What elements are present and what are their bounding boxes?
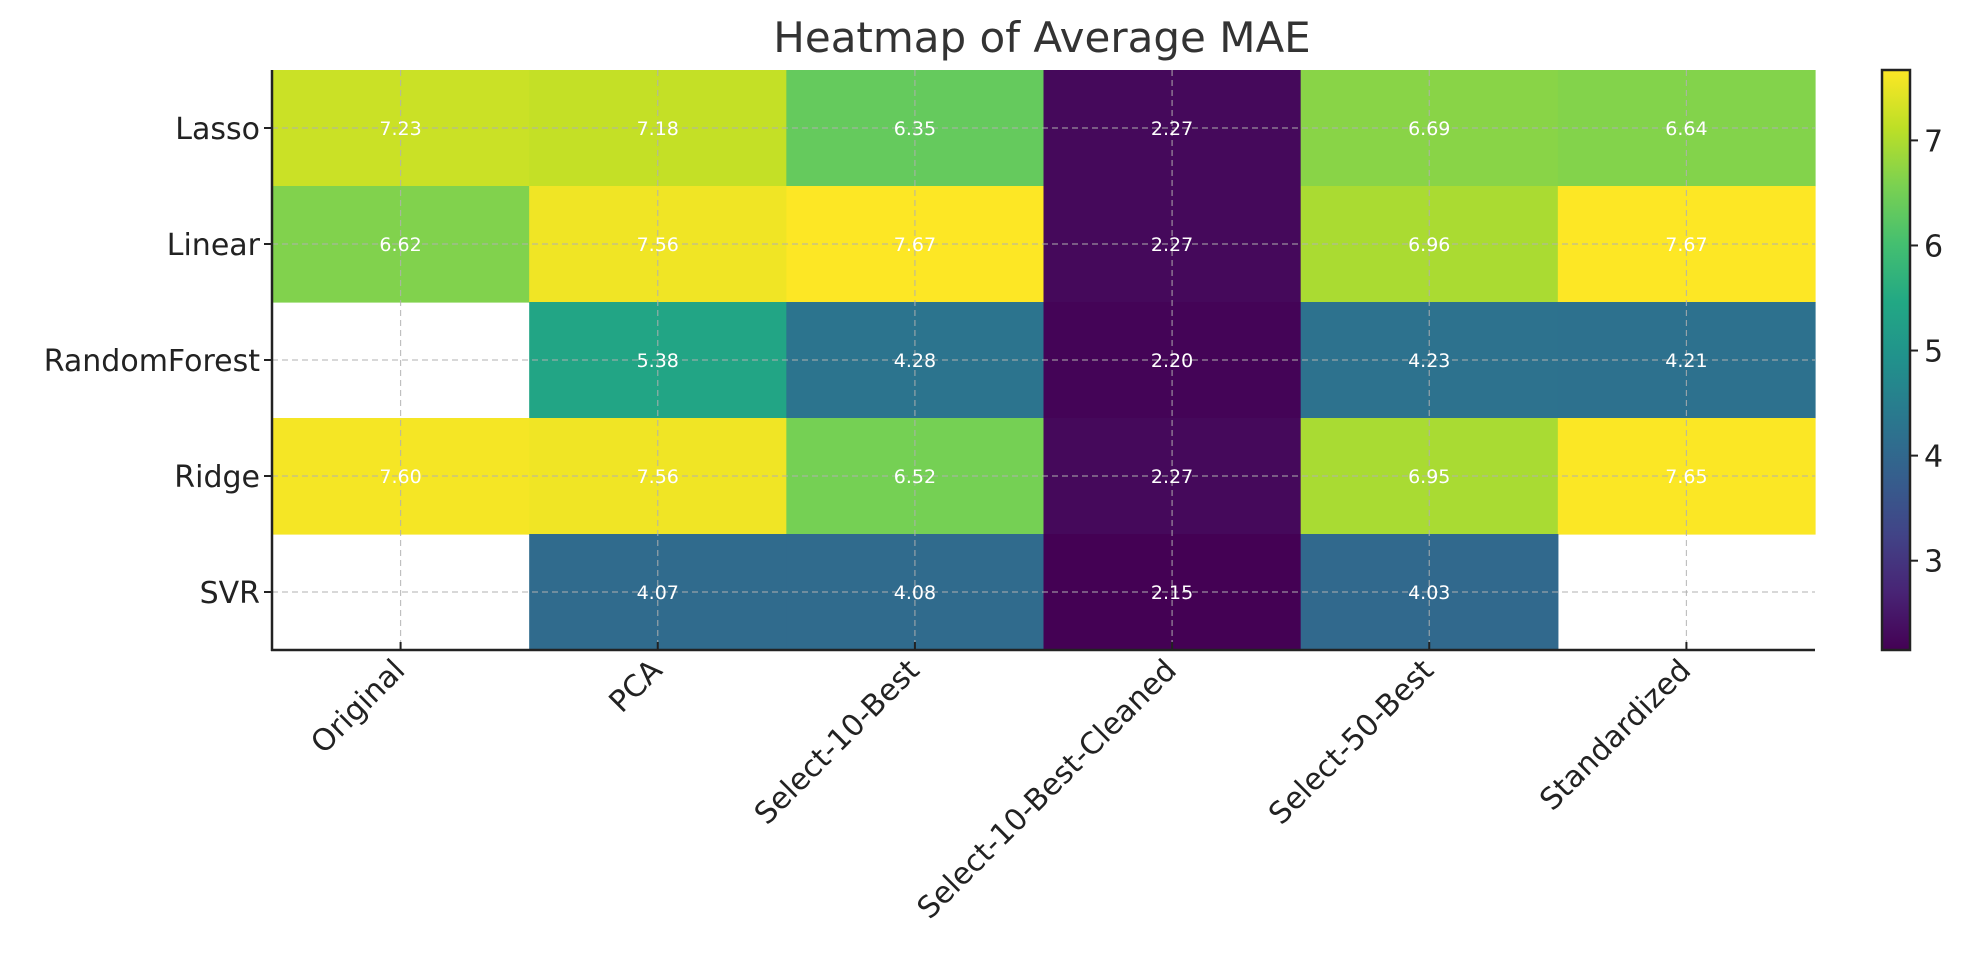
cell-value-label: 5.38 bbox=[637, 350, 679, 372]
x-tick-label: PCA bbox=[603, 653, 670, 720]
cell-value-label: 7.65 bbox=[1665, 466, 1707, 488]
cell-value-label: 4.07 bbox=[637, 582, 679, 604]
colorbar-tick-label: 3 bbox=[1924, 545, 1943, 580]
x-tick-label: Select-10-Best-Cleaned bbox=[911, 653, 1184, 926]
grid-lines bbox=[272, 70, 1815, 650]
cell-value-label: 4.28 bbox=[894, 350, 936, 372]
cell-value-label: 7.23 bbox=[379, 118, 421, 140]
cell-value-label: 6.62 bbox=[379, 234, 421, 256]
x-tick-label: Select-50-Best bbox=[1262, 653, 1441, 832]
cell-value-label: 6.69 bbox=[1408, 118, 1450, 140]
cell-value-label: 6.35 bbox=[894, 118, 936, 140]
x-tick-label: Original bbox=[304, 653, 412, 761]
cell-value-labels: 7.23 7.18 6.35 2.27 6.69 6.64 6.62 7.56 7.67 2.27… bbox=[379, 118, 1707, 604]
cell-value-label: 4.21 bbox=[1665, 350, 1707, 372]
cell-value-label: 7.56 bbox=[637, 234, 679, 256]
y-tick-label: RandomForest bbox=[44, 344, 261, 379]
cell-value-label: 4.23 bbox=[1408, 350, 1450, 372]
cell-value-label: 6.52 bbox=[894, 466, 936, 488]
cell-value-label: 7.67 bbox=[1665, 234, 1707, 256]
colorbar-gradient bbox=[1880, 68, 1912, 652]
cell-value-label: 2.27 bbox=[1151, 466, 1193, 488]
colorbar-tick-label: 4 bbox=[1924, 440, 1943, 475]
colorbar-tick-label: 5 bbox=[1924, 335, 1943, 370]
x-axis-ticks: Original PCA Select-10-BestSelect-10-Best-… bbox=[304, 642, 1698, 926]
cell-value-label: 2.15 bbox=[1151, 582, 1193, 604]
y-tick-label: Lasso bbox=[175, 112, 260, 147]
y-tick-label: Linear bbox=[167, 228, 261, 263]
y-tick-label: Ridge bbox=[174, 460, 260, 495]
x-tick-label: Select-10-Best bbox=[748, 653, 927, 832]
y-axis-ticks: Lasso Linear RandomForest Ridge SVR bbox=[44, 112, 272, 611]
cell-value-label: 2.20 bbox=[1151, 350, 1193, 372]
cell-value-label: 7.67 bbox=[894, 234, 936, 256]
colorbar-tick-label: 7 bbox=[1924, 124, 1943, 159]
cell-value-label: 2.27 bbox=[1151, 234, 1193, 256]
cell-value-label: 7.18 bbox=[637, 118, 679, 140]
colorbar-tick-label: 6 bbox=[1924, 229, 1943, 264]
cell-value-label: 6.95 bbox=[1408, 466, 1450, 488]
colorbar: 3 4 5 6 7 bbox=[1880, 68, 1943, 652]
y-tick-label: SVR bbox=[200, 576, 260, 611]
cell-value-label: 4.08 bbox=[894, 582, 936, 604]
x-tick-label: Standardized bbox=[1533, 653, 1698, 818]
chart-title: Heatmap of Average MAE bbox=[773, 13, 1310, 62]
cell-value-label: 6.96 bbox=[1408, 234, 1450, 256]
cell-value-label: 7.60 bbox=[379, 466, 421, 488]
cell-value-label: 4.03 bbox=[1408, 582, 1450, 604]
cell-value-label: 7.56 bbox=[637, 466, 679, 488]
cell-value-label: 2.27 bbox=[1151, 118, 1193, 140]
cell-value-label: 6.64 bbox=[1665, 118, 1707, 140]
